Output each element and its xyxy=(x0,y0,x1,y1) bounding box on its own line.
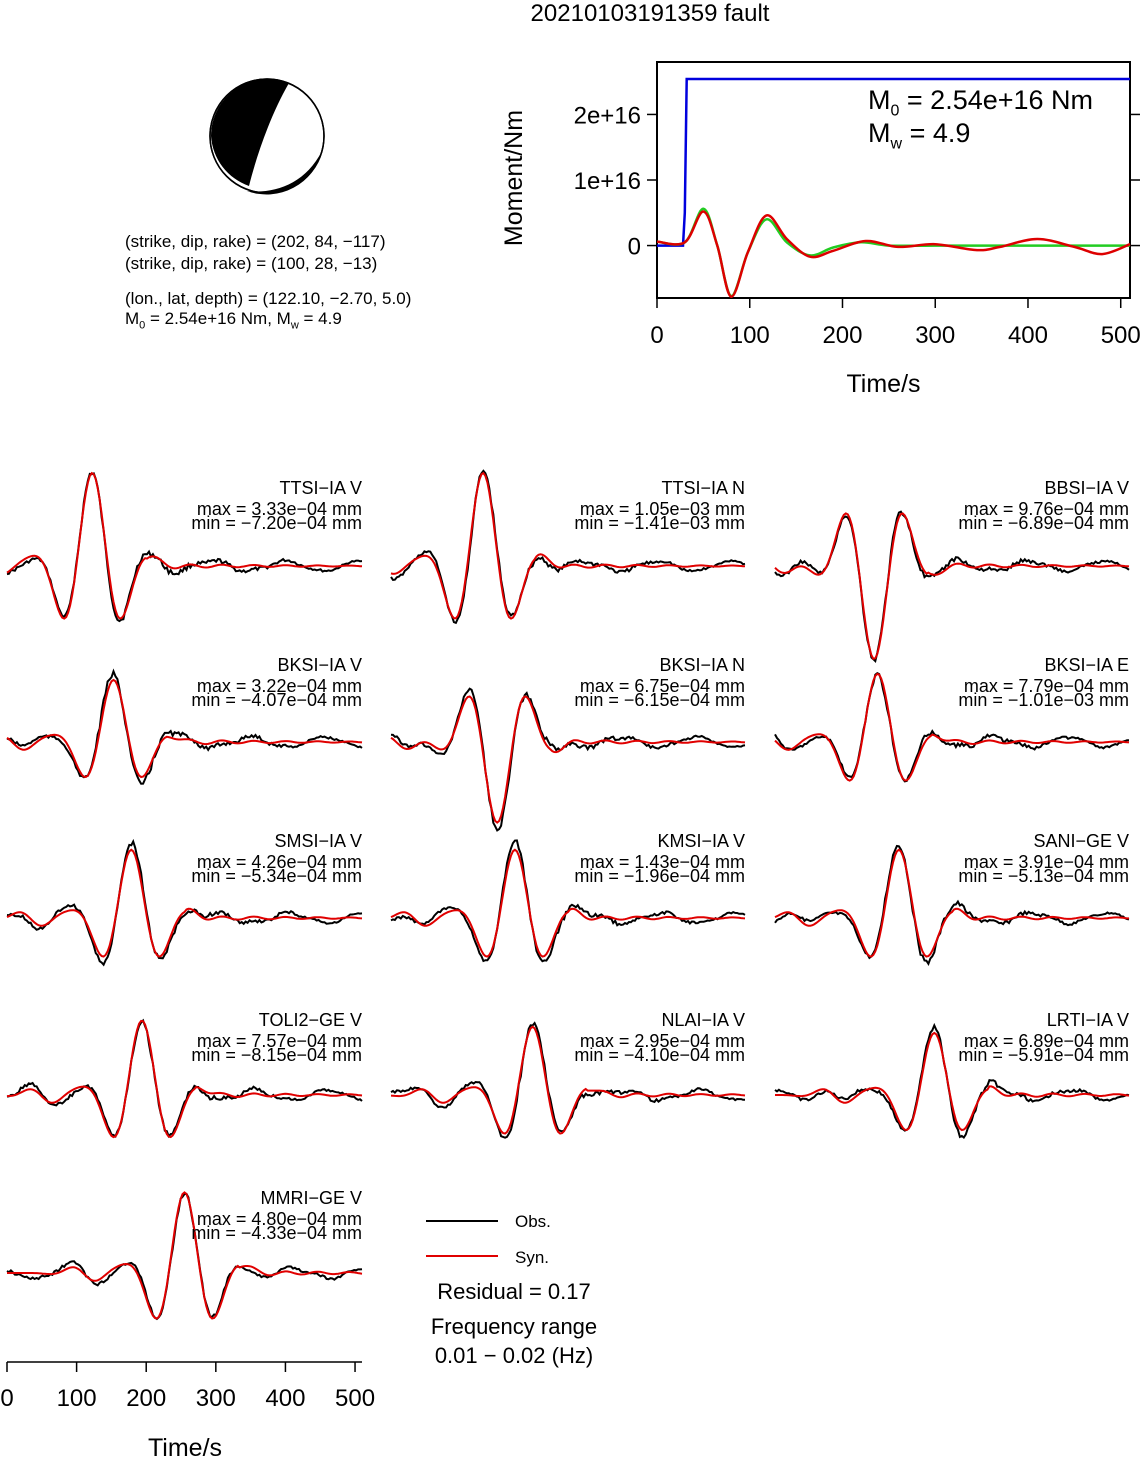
station-min: min = −4.33e−04 mm xyxy=(191,1223,362,1243)
station-max: max = 6.75e−04 mm xyxy=(580,676,745,696)
syn-trace xyxy=(6,848,363,958)
station-max: max = 6.89e−04 mm xyxy=(964,1031,1129,1051)
moment-ytick-label: 2e+16 xyxy=(574,102,641,129)
wave-xtick-label: 500 xyxy=(335,1385,375,1412)
beachball-compressional-quadrant xyxy=(211,78,289,186)
moment-xtick-label: 300 xyxy=(915,322,955,349)
wave-xtick-label: 0 xyxy=(0,1385,13,1412)
nodal-plane-1: (strike, dip, rake) = (202, 84, −117) xyxy=(125,232,386,251)
station-min: min = −1.01e−03 mm xyxy=(958,690,1129,710)
syn-trace xyxy=(390,471,746,620)
syn-trace xyxy=(774,512,1130,660)
syn-trace xyxy=(390,1025,746,1135)
frequency-range-label: Frequency range xyxy=(430,1314,598,1339)
station-max: max = 4.26e−04 mm xyxy=(197,852,362,872)
beachball-compressional-quadrant-2 xyxy=(247,151,322,195)
moment-rate-chart: 0 1e+16 2e+16 0 100 200 300 400 500 Time/s Moment/… xyxy=(500,61,1141,398)
moment-xtick-label: 500 xyxy=(1101,322,1141,349)
station-min: min = −6.89e−04 mm xyxy=(958,513,1129,533)
station-name: BKSI−IA N xyxy=(659,655,745,675)
syn-trace xyxy=(390,695,746,824)
syn-trace xyxy=(7,1191,363,1320)
moment-magnitude-line: M0 = 2.54e+16 Nm, Mw = 4.9 xyxy=(125,309,342,332)
wave-xtick-label: 300 xyxy=(196,1385,236,1412)
obs-trace xyxy=(6,838,363,967)
hypocenter-location: (lon., lat, depth) = (122.10, −2.70, 5.0… xyxy=(125,289,412,308)
station-min: min = −6.15e−04 mm xyxy=(574,690,745,710)
station-max: max = 2.95e−04 mm xyxy=(580,1031,745,1051)
moment-ytick-label: 0 xyxy=(628,234,641,261)
station-min: min = −5.34e−04 mm xyxy=(191,866,362,886)
obs-trace xyxy=(6,668,363,785)
station-min: min = −4.07e−04 mm xyxy=(191,690,362,710)
wave-xtick-label: 100 xyxy=(57,1385,97,1412)
station-max: max = 3.91e−04 mm xyxy=(964,852,1129,872)
station-min: min = −7.20e−04 mm xyxy=(191,513,362,533)
station-min: min = −4.10e−04 mm xyxy=(574,1045,745,1065)
moment-series-red xyxy=(656,210,1131,298)
syn-trace xyxy=(775,1031,1130,1132)
station-min: min = −1.96e−04 mm xyxy=(574,866,745,886)
station-max: max = 1.43e−04 mm xyxy=(580,852,745,872)
station-max: max = 7.57e−04 mm xyxy=(197,1031,362,1051)
station-max: max = 7.79e−04 mm xyxy=(964,676,1129,696)
moment-series-blue xyxy=(657,77,1130,247)
moment-xtick-label: 0 xyxy=(650,322,663,349)
station-max: max = 1.05e−03 mm xyxy=(580,499,745,519)
moment-xtick-label: 400 xyxy=(1008,322,1048,349)
obs-trace xyxy=(6,1018,363,1139)
syn-trace xyxy=(390,848,746,958)
obs-trace xyxy=(774,844,1130,967)
legend-syn-label: Syn. xyxy=(515,1248,550,1267)
station-max: max = 3.33e−04 mm xyxy=(197,499,362,519)
obs-trace xyxy=(774,1022,1130,1139)
syn-trace xyxy=(6,678,363,779)
moment-chart-m0: M0 = 2.54e+16 Nm xyxy=(868,85,1094,120)
legend-obs-label: Obs. xyxy=(515,1212,551,1231)
syn-trace xyxy=(774,848,1130,958)
station-min: min = −5.13e−04 mm xyxy=(958,866,1129,886)
station-name: BKSI−IA E xyxy=(1044,655,1129,675)
frequency-range-value: 0.01 − 0.02 (Hz) xyxy=(434,1343,594,1368)
moment-chart-mw: Mw = 4.9 xyxy=(868,118,971,153)
syn-trace xyxy=(6,1019,363,1139)
moment-xaxis-label: Time/s xyxy=(846,370,920,398)
station-name: TOLI2−GE V xyxy=(259,1010,362,1030)
station-max: max = 3.22e−04 mm xyxy=(197,676,362,696)
station-name: BBSI−IA V xyxy=(1044,478,1129,498)
station-min: min = −5.91e−04 mm xyxy=(958,1045,1129,1065)
station-min: min = −8.15e−04 mm xyxy=(191,1045,362,1065)
obs-trace xyxy=(774,510,1130,664)
obs-trace xyxy=(774,672,1130,783)
residual-label: Residual = 0.17 xyxy=(437,1279,591,1304)
syn-trace xyxy=(6,471,363,620)
obs-trace xyxy=(6,1192,363,1321)
nodal-plane-2: (strike, dip, rake) = (100, 28, −13) xyxy=(125,254,378,273)
station-name: TTSI−IA N xyxy=(661,478,745,498)
station-name: SMSI−IA V xyxy=(274,831,362,851)
wave-xtick-label: 400 xyxy=(265,1385,305,1412)
focal-mechanism-beachball xyxy=(209,78,325,195)
station-min: min = −1.41e−03 mm xyxy=(574,513,745,533)
figure-title: 20210103191359 fault xyxy=(530,0,770,27)
station-name: LRTI−IA V xyxy=(1047,1010,1129,1030)
moment-yaxis-label: Moment/Nm xyxy=(500,110,528,246)
station-name: NLAI−IA V xyxy=(661,1010,745,1030)
station-name: KMSI−IA V xyxy=(657,831,745,851)
station-name: BKSI−IA V xyxy=(277,655,362,675)
station-name: TTSI−IA V xyxy=(279,478,362,498)
station-max: max = 4.80e−04 mm xyxy=(197,1209,362,1229)
station-max: max = 9.76e−04 mm xyxy=(964,499,1129,519)
syn-trace xyxy=(774,672,1130,782)
station-name: MMRI−GE V xyxy=(260,1188,362,1208)
station-name: SANI−GE V xyxy=(1033,831,1129,851)
moment-xtick-label: 100 xyxy=(730,322,770,349)
wave-xtick-label: 200 xyxy=(126,1385,166,1412)
moment-ytick-label: 1e+16 xyxy=(574,168,641,195)
wave-xaxis-label: Time/s xyxy=(148,1434,222,1458)
moment-xtick-label: 200 xyxy=(822,322,862,349)
